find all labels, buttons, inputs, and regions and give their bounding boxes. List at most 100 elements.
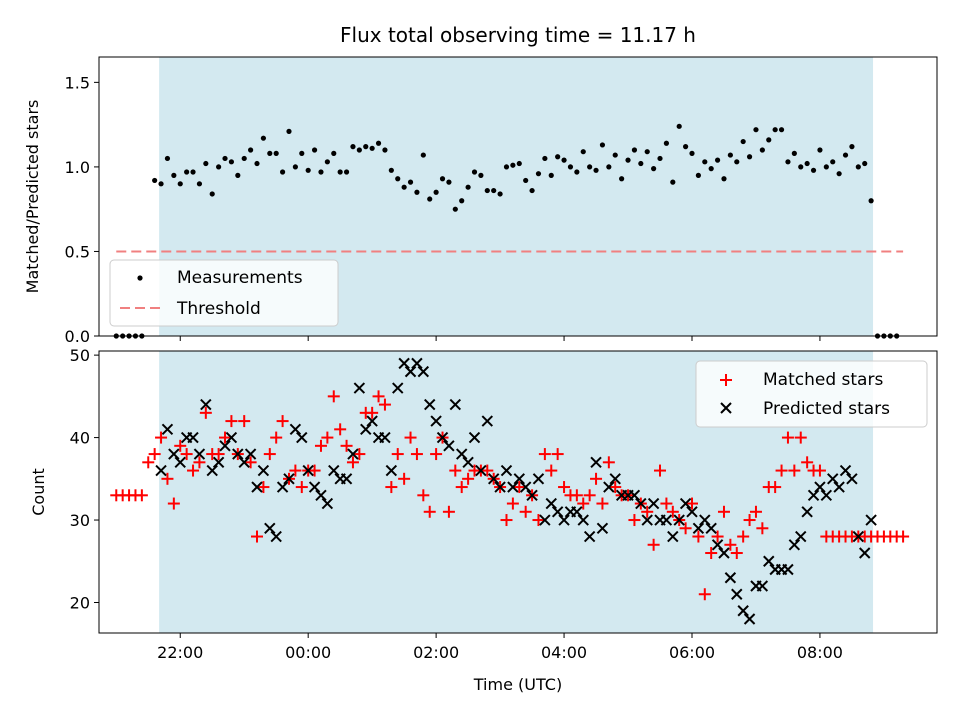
matched-star-point [340,439,353,452]
matched-star-point [545,464,558,477]
measurement-point [836,171,842,177]
x-tick-label: 04:00 [541,643,587,662]
measurement-point [587,164,593,170]
predicted-star-point [673,514,685,526]
legend-measurements-label: Measurements [177,268,303,288]
legend-predicted-marker [720,402,732,414]
x-tick-label: 06:00 [669,643,715,662]
predicted-star-point [737,605,749,617]
measurement-point [395,176,401,182]
y-tick-label: 50 [70,346,90,365]
matched-star-point [366,406,379,419]
predicted-star-point [462,456,474,469]
matched-star-point [155,431,168,444]
measurement-point [503,164,510,170]
predicted-star-point [360,423,372,436]
measurement-point [676,123,682,129]
measurement-point [631,147,638,153]
measurement-point [311,147,318,153]
measurement-point [804,160,810,167]
measurement-point [817,147,823,153]
measurement-point [491,187,497,194]
predicted-star-point [315,489,327,502]
measurement-point [273,150,279,156]
measurement-point [810,167,817,173]
measurement-point [337,169,343,175]
predicted-star-point [532,473,545,485]
predicted-star-point [238,456,250,469]
measurement-point [714,157,721,163]
measurement-point [433,189,439,195]
matched-star-point [660,497,673,510]
predicted-star-point [366,415,378,427]
matched-star-point [519,505,532,518]
matched-star-point [212,448,225,461]
y-tick-label: 0.5 [65,242,90,261]
matched-star-point [705,547,718,560]
chart-title: Flux total observing time = 11.17 h [340,23,696,47]
matched-star-point [737,530,750,543]
predicted-star-point [411,357,423,370]
matched-star-point [743,514,756,527]
predicted-star-point [590,456,602,469]
x-tick-label: 02:00 [413,643,459,662]
matched-star-point [135,489,148,502]
measurement-point [759,147,765,153]
measurement-point [612,152,618,158]
predicted-star-point [731,588,743,600]
measurement-point [567,164,574,170]
y-tick-label: 30 [70,511,90,530]
measurement-point [420,152,426,158]
measurement-point [228,159,235,165]
matched-star-point [558,481,571,494]
matched-star-point [334,423,347,436]
top-y-axis-label: Matched/Predicted stars [23,100,42,294]
matched-star-point [321,431,334,444]
measurement-point [625,157,631,163]
y-tick-label: 1.0 [65,158,90,177]
predicted-star-point [481,415,494,427]
measurement-point [414,189,420,195]
measurement-point [484,187,490,194]
measurement-point [535,171,542,177]
matched-star-point [449,464,462,477]
matched-stars-points [110,390,910,601]
predicted-star-point [711,539,724,551]
matched-star-point [577,497,590,510]
matched-star-point [641,505,654,518]
matched-star-point [161,472,174,485]
y-tick-label: 40 [70,429,90,448]
measurement-point [299,150,305,156]
predicted-star-point [500,464,513,477]
y-tick-label: 0.0 [65,327,90,346]
measurement-point [683,144,689,150]
matched-star-point [180,448,193,461]
bottom-legend-box [695,360,928,428]
predicted-star-point [328,464,340,477]
measurement-point [823,164,829,170]
measurement-point [235,172,241,178]
measurement-point [279,169,286,175]
predicted-star-point [219,440,231,452]
y-tick-label: 1.5 [65,73,90,92]
matched-star-point [749,505,762,518]
predicted-star-point [353,382,366,394]
measurement-point [382,147,388,153]
matched-star-point [372,390,385,403]
matched-star-point [532,514,545,527]
measurement-point [171,172,177,178]
matched-star-point [775,464,788,477]
predicted-star-point [161,423,174,436]
matched-star-point [263,448,276,461]
matched-star-point [756,522,769,535]
matched-star-point [692,530,705,543]
matched-star-point [685,497,698,510]
matched-star-point [897,530,910,543]
measurement-point [830,159,836,165]
predicted-star-point [519,481,532,493]
predicted-star-point [232,448,244,460]
measurement-point [753,127,759,133]
measurement-point [407,179,414,185]
bottom-legend: Matched stars Predicted stars [695,360,928,428]
matched-star-point [455,481,468,494]
